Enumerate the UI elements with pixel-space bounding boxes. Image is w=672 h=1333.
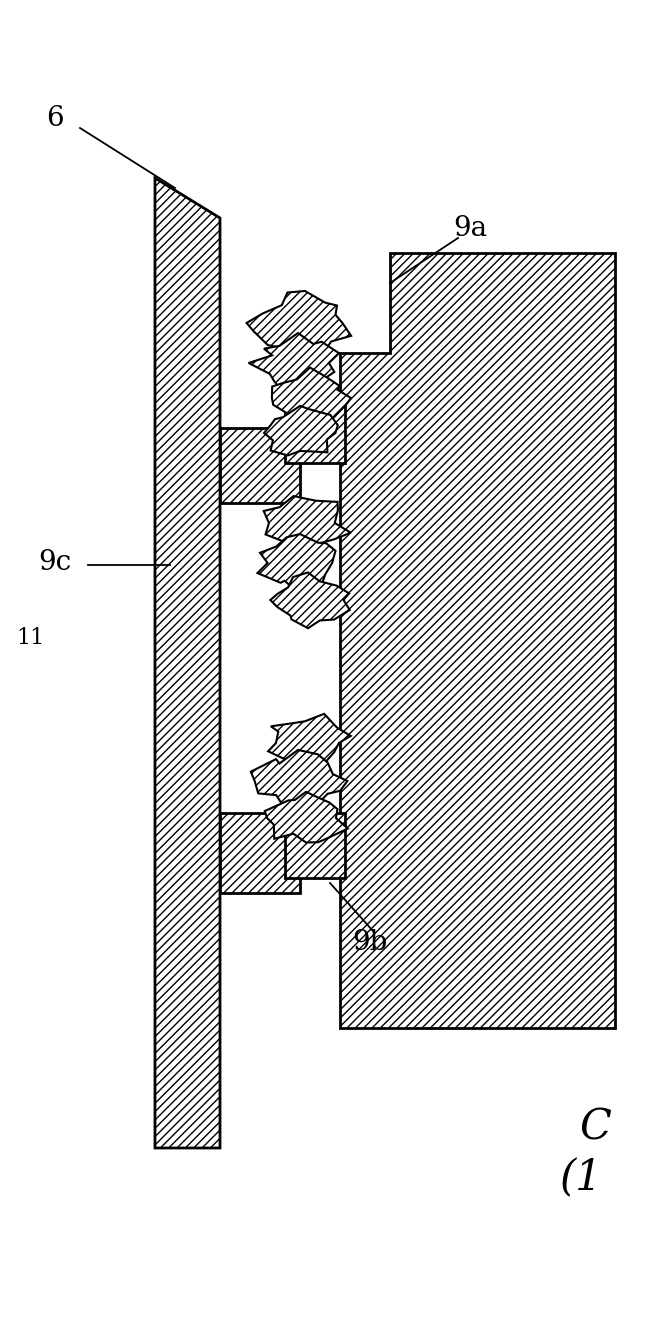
Polygon shape bbox=[272, 368, 351, 425]
Text: (1: (1 bbox=[558, 1157, 601, 1198]
Polygon shape bbox=[257, 535, 335, 595]
Polygon shape bbox=[251, 750, 347, 808]
Text: 11: 11 bbox=[16, 627, 44, 649]
Polygon shape bbox=[265, 792, 348, 842]
Polygon shape bbox=[220, 428, 300, 503]
Text: 6: 6 bbox=[46, 104, 64, 132]
Polygon shape bbox=[340, 253, 615, 1028]
Text: 9b: 9b bbox=[352, 929, 388, 957]
Polygon shape bbox=[268, 714, 351, 773]
Polygon shape bbox=[247, 291, 351, 351]
Text: 9a: 9a bbox=[453, 215, 487, 241]
Polygon shape bbox=[155, 179, 220, 1148]
Polygon shape bbox=[270, 572, 349, 628]
Polygon shape bbox=[264, 407, 338, 456]
Polygon shape bbox=[263, 496, 351, 545]
Polygon shape bbox=[249, 333, 339, 392]
Text: 9c: 9c bbox=[38, 549, 71, 576]
Text: C: C bbox=[579, 1106, 611, 1149]
Polygon shape bbox=[285, 399, 345, 463]
Polygon shape bbox=[220, 813, 300, 893]
Polygon shape bbox=[285, 813, 345, 878]
